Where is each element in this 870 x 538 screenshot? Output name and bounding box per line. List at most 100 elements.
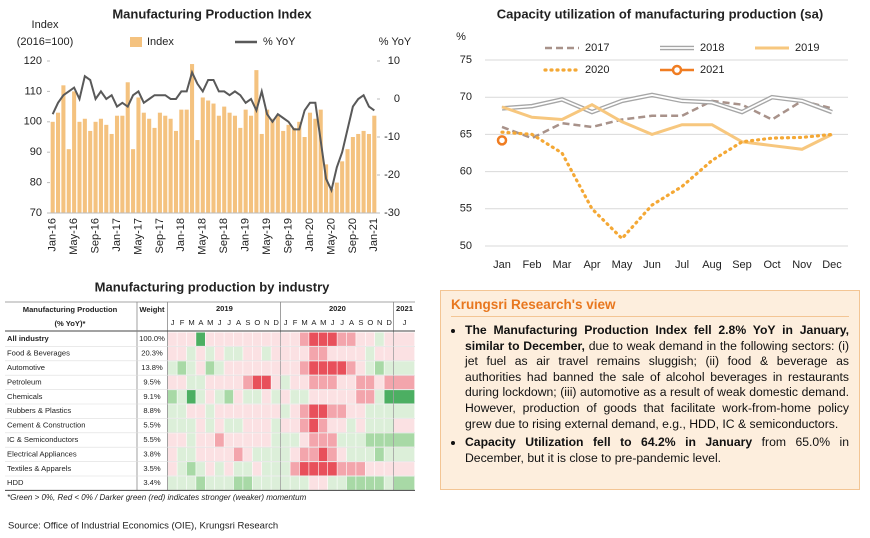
heat-cell [252, 346, 262, 361]
bar [136, 97, 141, 213]
heat-cell [281, 404, 290, 418]
heat-cell [186, 462, 196, 476]
heat-cell [262, 375, 271, 390]
x-tick-label: Jan-20 [304, 218, 316, 252]
heat-cell [365, 404, 375, 418]
x-tick-label: Sep-19 [282, 218, 294, 253]
heat-cell [337, 361, 347, 375]
heat-cell [394, 361, 415, 375]
heat-cell [394, 447, 415, 462]
y2-tick-label: -10 [384, 131, 400, 143]
bar [200, 97, 205, 213]
heat-cell [243, 346, 252, 361]
heat-cell [309, 476, 318, 490]
heat-cell [271, 361, 281, 375]
line [51, 69, 375, 194]
heat-cell [252, 418, 262, 433]
heat-cell [262, 476, 271, 490]
x-tick-label: Dec [822, 259, 842, 271]
legend-label: 2017 [585, 42, 609, 54]
heat-cell [375, 418, 384, 433]
heat-cell [337, 433, 347, 447]
header-month: A [198, 318, 204, 327]
legend-marker [671, 64, 683, 76]
heat-cell [384, 404, 394, 418]
heat-cell [243, 404, 252, 418]
heat-cell [205, 447, 215, 462]
heat-cell [318, 375, 328, 390]
heat-cell [196, 462, 205, 476]
bar [222, 106, 227, 213]
heat-cell [252, 375, 262, 390]
heat-cell [346, 462, 356, 476]
bar [104, 124, 109, 213]
heat-cell [271, 390, 281, 404]
y2-tick-label: -20 [384, 169, 400, 181]
heat-cell [168, 404, 177, 418]
heat-cell [215, 346, 224, 361]
header-month: J [284, 318, 288, 327]
heat-cell [281, 462, 290, 476]
header-month: O [254, 318, 260, 327]
heat-cell [196, 390, 205, 404]
heat-cell [337, 404, 347, 418]
legend-label: 2021 [700, 64, 724, 76]
bar [82, 118, 87, 213]
heat-cell [205, 346, 215, 361]
bar [227, 112, 232, 213]
heat-cell [346, 433, 356, 447]
bar [173, 130, 179, 213]
heat-cell [299, 447, 309, 462]
heat-cell [224, 404, 234, 418]
marker [496, 135, 508, 146]
heat-cell [177, 418, 187, 433]
row-name: Food & Beverages [7, 349, 70, 358]
heat-cell [328, 433, 337, 447]
heat-cell [375, 476, 384, 490]
heat-cell [215, 462, 224, 476]
x-tick-label: Aug [702, 259, 722, 271]
bar [61, 85, 66, 213]
heat-cell [177, 332, 187, 346]
x-tick-label: Jan-18 [175, 218, 187, 252]
heat-cell [281, 375, 290, 390]
heat-cell [318, 346, 328, 361]
heat-cell [177, 375, 187, 390]
heat-cell [177, 404, 187, 418]
y2-tick-label: 0 [394, 93, 400, 105]
heat-cell [168, 418, 177, 433]
heat-cell [262, 462, 271, 476]
heat-cell [328, 462, 337, 476]
header-month: M [207, 318, 213, 327]
heat-cell [346, 332, 356, 346]
heat-cell [309, 361, 318, 375]
bar [141, 112, 146, 213]
bar [232, 115, 237, 213]
y-tick-label: 100 [24, 116, 42, 128]
heat-cell [205, 390, 215, 404]
header-month: A [236, 318, 242, 327]
heat-cell [299, 462, 309, 476]
heat-cell [365, 447, 375, 462]
heat-cell [243, 390, 252, 404]
heat-cell [384, 390, 394, 404]
row-weight: 3.4% [143, 478, 161, 487]
bar [286, 124, 291, 213]
heat-cell [186, 447, 196, 462]
x-tick-label: May-17 [132, 218, 144, 255]
heat-cell [365, 375, 375, 390]
bullet-text: from 65.0% in December, but it is close … [465, 435, 849, 465]
heat-cell [252, 476, 262, 490]
heat-cell [224, 476, 234, 490]
heat-cell [309, 332, 318, 346]
heat-cell [196, 346, 205, 361]
heat-cell [177, 447, 187, 462]
heat-cell [290, 346, 300, 361]
row-name: Rubbers & Plastics [7, 406, 71, 415]
x-tick-label: May-16 [68, 218, 80, 255]
x-tick-label: Sep-17 [154, 218, 166, 253]
heat-cell [375, 447, 384, 462]
y-tick-label: 90 [30, 146, 42, 158]
heat-cell [205, 476, 215, 490]
heat-cell [328, 390, 337, 404]
